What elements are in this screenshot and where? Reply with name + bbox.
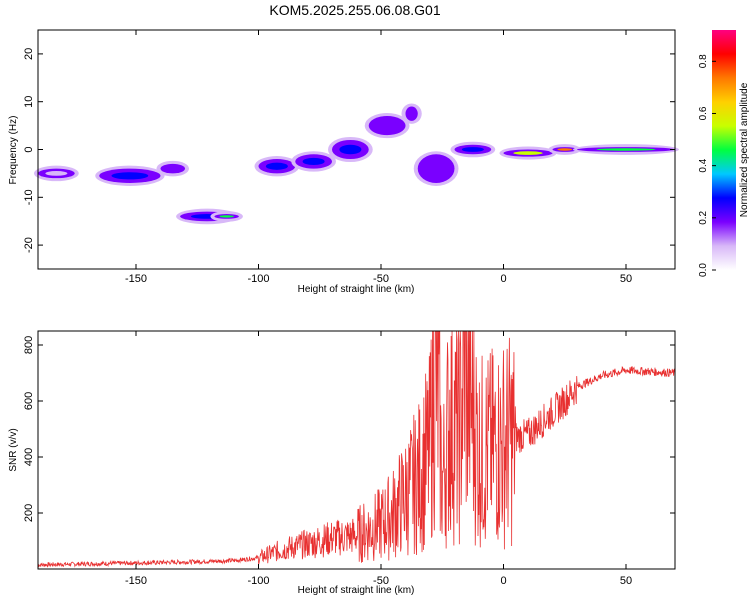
- y-tick-label: 200: [23, 504, 35, 522]
- spectrogram-y-label: Frequency (Hz): [8, 116, 19, 185]
- figure-title: KOM5.2025.255.06.08.G01: [269, 2, 440, 18]
- heatmap-blob-core: [165, 166, 181, 172]
- heatmap-blob-core: [111, 172, 149, 180]
- colorbar-ticks: 0.0 0.2 0.4 0.6 0.8: [698, 54, 716, 277]
- snr-y-label: SNR (v/v): [8, 428, 19, 471]
- x-tick-label: -150: [125, 273, 147, 285]
- spectrogram-heatmap: [34, 103, 679, 225]
- snr-series-line: [37, 330, 676, 568]
- heatmap-blob-core: [596, 148, 656, 151]
- y-tick-label: 10: [23, 96, 35, 108]
- y-tick-label: 0: [23, 146, 35, 152]
- snr-y-ticks: 200 400 600 800: [23, 336, 675, 522]
- colorbar: 0.0 0.2 0.4 0.6 0.8 Normalized spectral ampl…: [698, 30, 750, 277]
- heatmap-blob-core: [265, 162, 288, 170]
- y-tick-label: 600: [23, 392, 35, 410]
- snr-frame: [37, 330, 676, 570]
- snr-x-ticks: -150 -100 -50 0 50: [125, 331, 632, 587]
- colorbar-label: Normalized spectral amplitude: [739, 82, 750, 217]
- spectrogram-y-ticks: -20 -10 0 10 20: [23, 48, 675, 253]
- y-tick-label: 20: [23, 48, 35, 60]
- snr-panel: -150 -100 -50 0 50 200 400 600 800 Height of st…: [8, 330, 676, 596]
- heatmap-blob-core: [557, 148, 573, 151]
- heatmap-blob-core: [302, 157, 325, 166]
- heatmap-blob-core: [513, 151, 543, 155]
- x-tick-label: 50: [620, 575, 632, 587]
- heatmap-blob-core: [461, 147, 484, 152]
- x-tick-label: -100: [247, 273, 269, 285]
- spectrogram-x-label: Height of straight line (km): [298, 284, 415, 295]
- x-tick-label: -50: [373, 575, 389, 587]
- x-tick-label: -50: [373, 273, 389, 285]
- spectrogram-x-ticks: -150 -100 -50 0 50: [125, 30, 632, 285]
- x-tick-label: 0: [500, 273, 506, 285]
- heatmap-blob-core: [425, 161, 448, 176]
- x-tick-label: 0: [500, 575, 506, 587]
- colorbar-tick-label: 0.2: [698, 210, 709, 224]
- y-tick-label: 400: [23, 448, 35, 466]
- x-tick-label: -100: [247, 575, 269, 587]
- heatmap-blob-core: [45, 171, 68, 176]
- x-tick-label: -150: [125, 575, 147, 587]
- y-tick-label: 800: [23, 336, 35, 354]
- colorbar-tick-label: 0.4: [698, 158, 709, 172]
- colorbar-tick-label: 0.6: [698, 106, 709, 120]
- heatmap-blob-core: [407, 110, 416, 118]
- x-tick-label: 50: [620, 273, 632, 285]
- heatmap-blob-core: [376, 120, 399, 131]
- heatmap-blob-core: [339, 144, 362, 155]
- heatmap-blob-core: [219, 215, 234, 218]
- y-tick-label: -20: [23, 237, 35, 253]
- colorbar-tick-label: 0.0: [698, 263, 709, 277]
- y-tick-label: -10: [23, 189, 35, 205]
- colorbar-gradient: [712, 30, 736, 270]
- snr-x-label: Height of straight line (km): [298, 585, 415, 596]
- colorbar-tick-label: 0.8: [698, 54, 709, 68]
